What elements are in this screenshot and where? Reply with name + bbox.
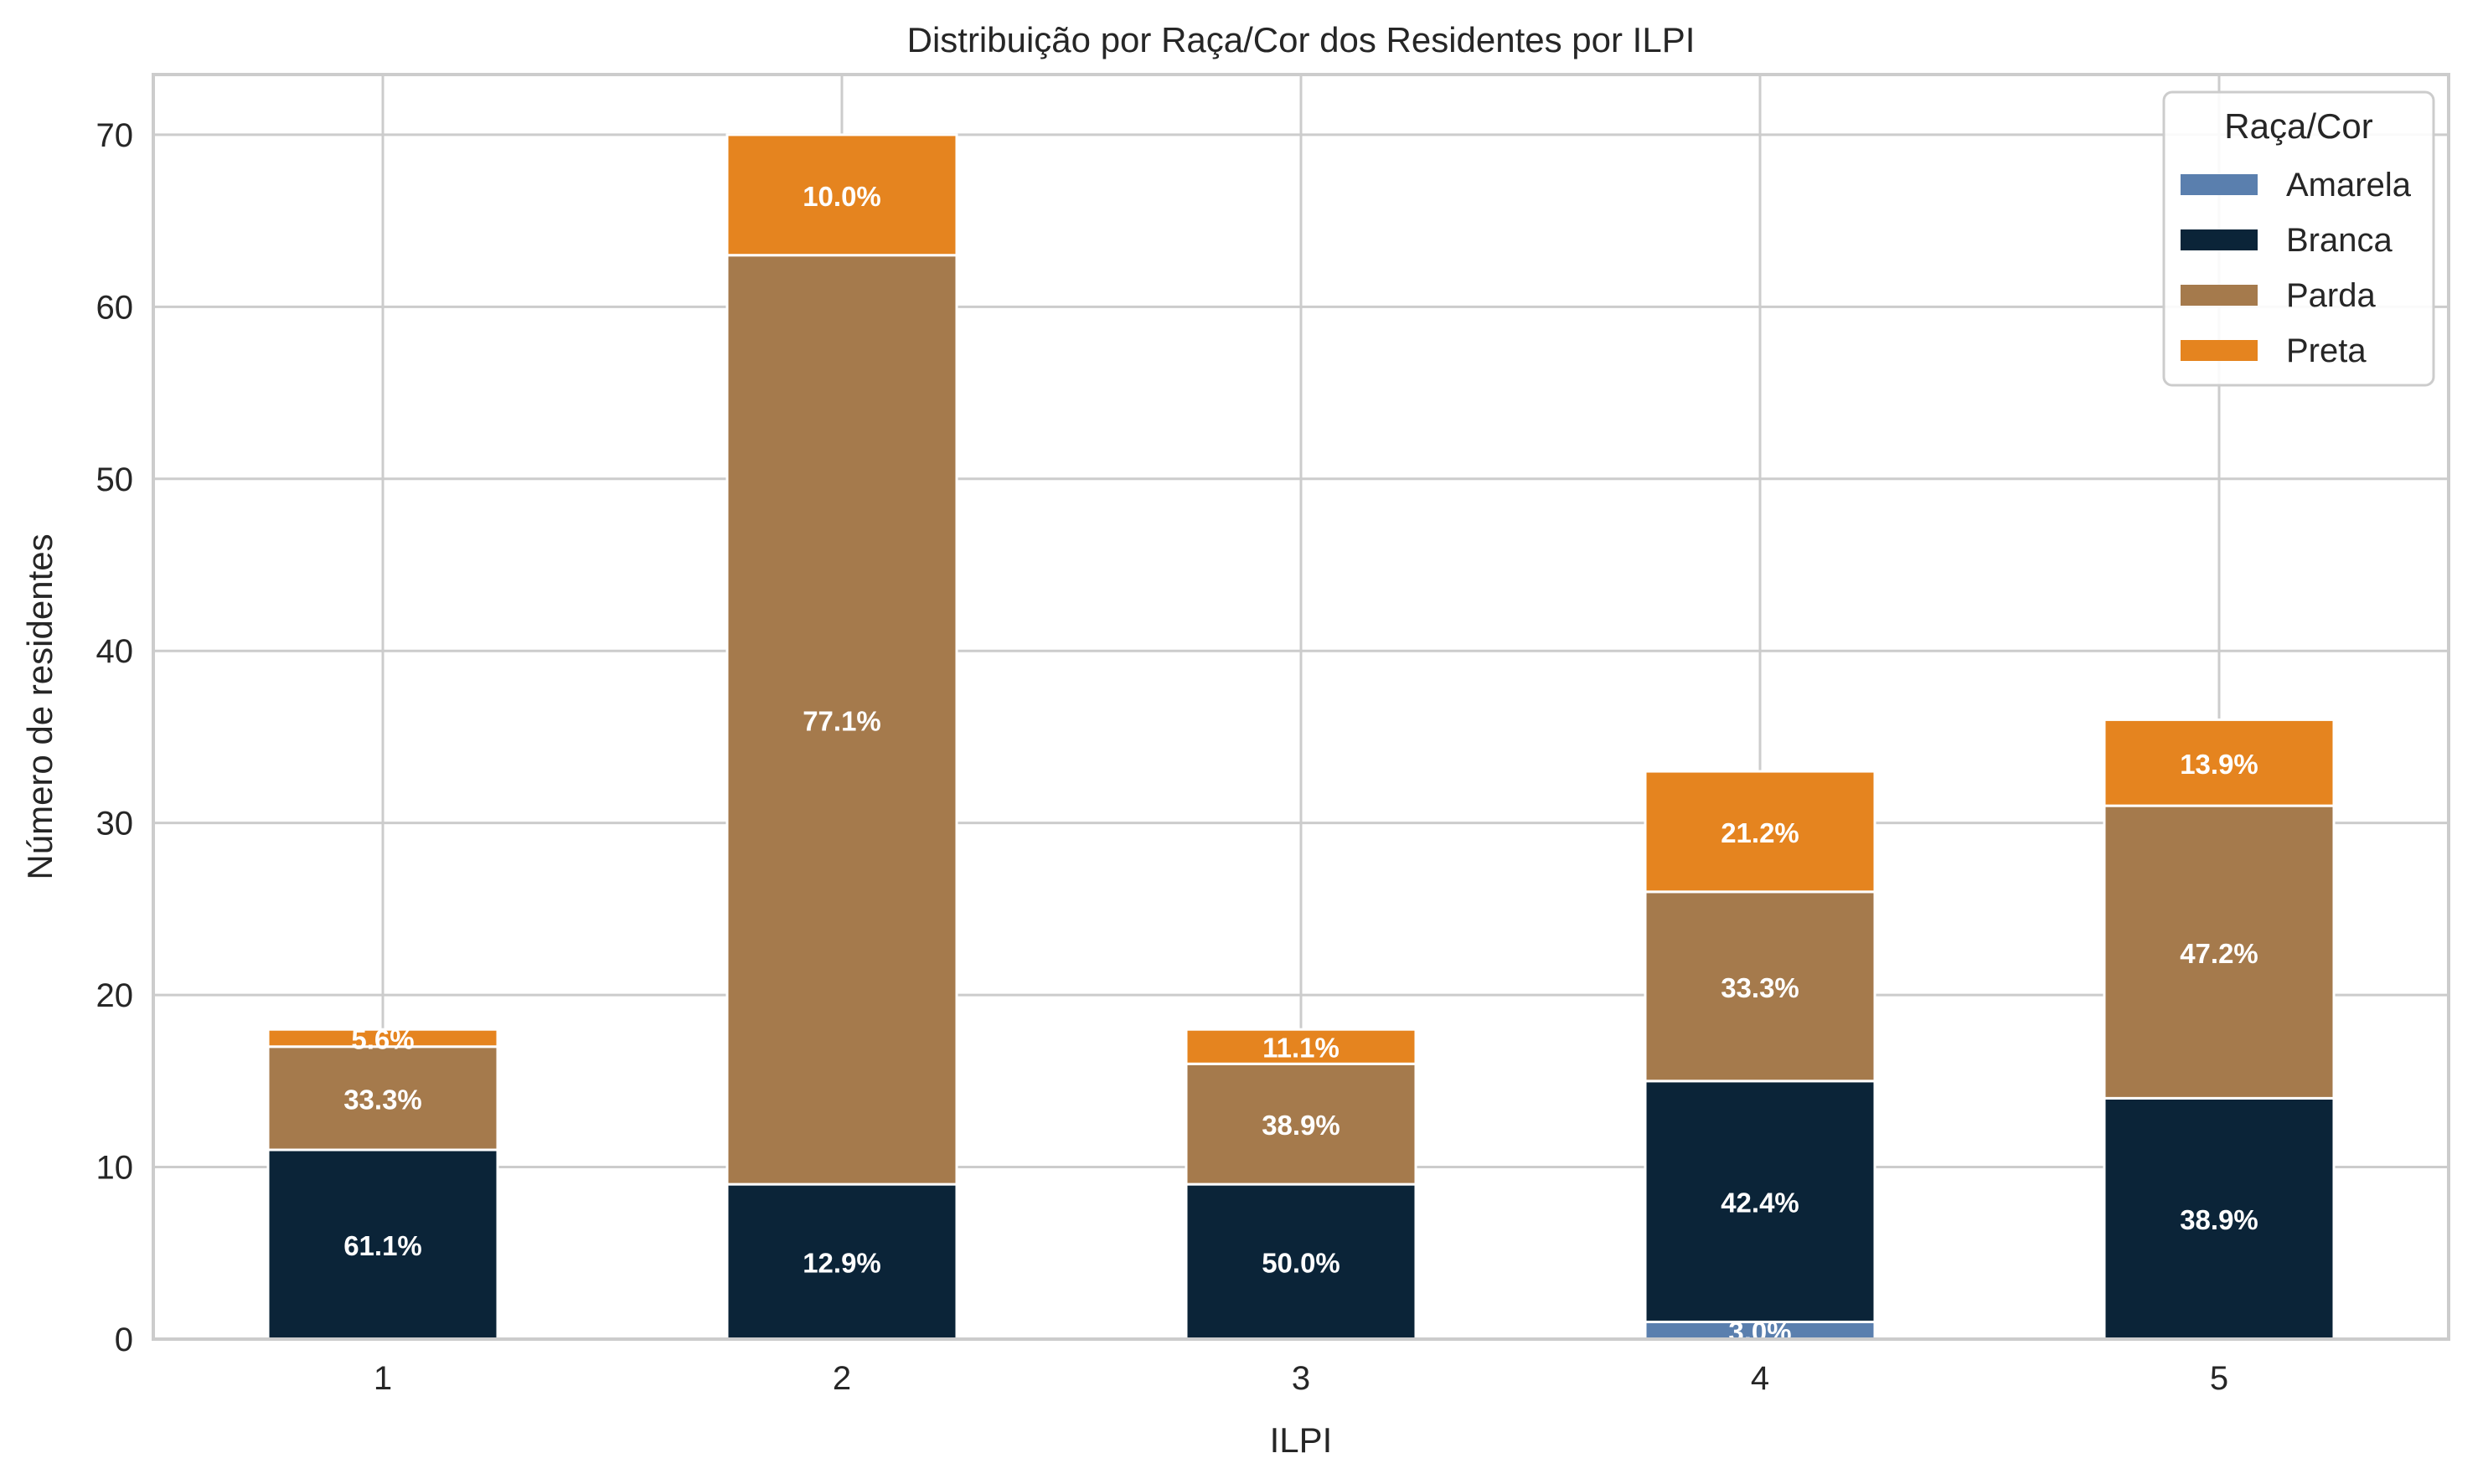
axes-layer: 0 10 20 30 40 50 60 70 1 2 3 4 5 [96, 117, 2229, 1397]
bar-value-label: 77.1% [803, 705, 881, 736]
bar-segment-parda [2103, 804, 2336, 1100]
bar-value-label: 13.9% [2180, 749, 2258, 780]
bar-value-label: 21.2% [1721, 817, 1799, 848]
x-tick-label: 2 [833, 1360, 851, 1397]
x-tick-label: 1 [374, 1360, 392, 1397]
bar-segment-preta [1644, 770, 1876, 894]
y-tick-label: 60 [96, 289, 134, 326]
legend-title: Raça/Cor [2224, 106, 2372, 146]
bar-segment-preta [725, 133, 958, 257]
bar-labels-layer: 3.0% 61.1% 12.9% 50.0% 42.4% 38.9% 33.3% 77.1% 3… [343, 181, 2258, 1347]
bar-value-label: 33.3% [343, 1084, 422, 1115]
bar-value-label: 42.4% [1721, 1188, 1799, 1219]
legend: Raça/Cor Amarela Branca Parda Preta [2162, 90, 2435, 387]
legend-swatch [2181, 174, 2258, 195]
legend-label: Parda [2286, 277, 2376, 314]
x-tick-label: 5 [2210, 1360, 2228, 1397]
legend-label: Preta [2286, 332, 2367, 369]
bar-value-label: 12.9% [803, 1248, 881, 1279]
bar-segment-branca [1644, 1080, 1876, 1323]
bar-value-label: 61.1% [343, 1230, 422, 1261]
legend-swatch [2181, 229, 2258, 250]
y-tick-label: 70 [96, 117, 134, 154]
bar-segment-parda [1185, 1062, 1417, 1186]
bar-value-label: 11.1% [1262, 1033, 1339, 1064]
legend-items: Amarela Branca Parda Preta [2181, 167, 2412, 369]
x-tick-label: 4 [1751, 1360, 1769, 1397]
bar-value-label: 38.9% [1262, 1110, 1340, 1141]
y-tick-label: 20 [96, 977, 134, 1014]
bar-value-label: 38.9% [2180, 1204, 2258, 1235]
y-tick-label: 10 [96, 1150, 134, 1187]
bar-segment-parda [725, 254, 958, 1186]
chart-title: Distribuição por Raça/Cor dos Residentes… [907, 20, 1696, 59]
y-tick-label: 40 [96, 633, 134, 670]
x-tick-label: 3 [1292, 1360, 1310, 1397]
bar-segment-parda [266, 1045, 499, 1152]
bar-segment-parda [1644, 890, 1876, 1083]
y-tick-label: 0 [115, 1322, 133, 1358]
bar-segment-preta [266, 1028, 499, 1049]
bar-segment-preta [2103, 718, 2336, 807]
bar-value-label: 10.0% [803, 181, 881, 212]
y-tick-label: 50 [96, 461, 134, 498]
legend-swatch [2181, 285, 2258, 306]
legend-label: Amarela [2286, 167, 2412, 204]
legend-label: Branca [2286, 222, 2393, 259]
bar-value-label: 47.2% [2180, 938, 2258, 969]
y-axis-label: Número de residentes [20, 533, 59, 879]
plot-frame [152, 73, 2450, 1341]
bar-value-label: 5.6% [351, 1023, 414, 1054]
bar-segment-branca [2103, 1096, 2336, 1341]
legend-box [2162, 90, 2435, 387]
bars-layer [266, 133, 2336, 1341]
legend-swatch [2181, 340, 2258, 361]
y-tick-label: 30 [96, 806, 134, 842]
x-axis-label: ILPI [1270, 1420, 1333, 1460]
bar-value-label: 33.3% [1721, 972, 1799, 1003]
bar-segment-preta [1185, 1028, 1417, 1065]
bar-value-label: 3.0% [1728, 1317, 1791, 1347]
bar-value-label: 50.0% [1262, 1248, 1340, 1279]
